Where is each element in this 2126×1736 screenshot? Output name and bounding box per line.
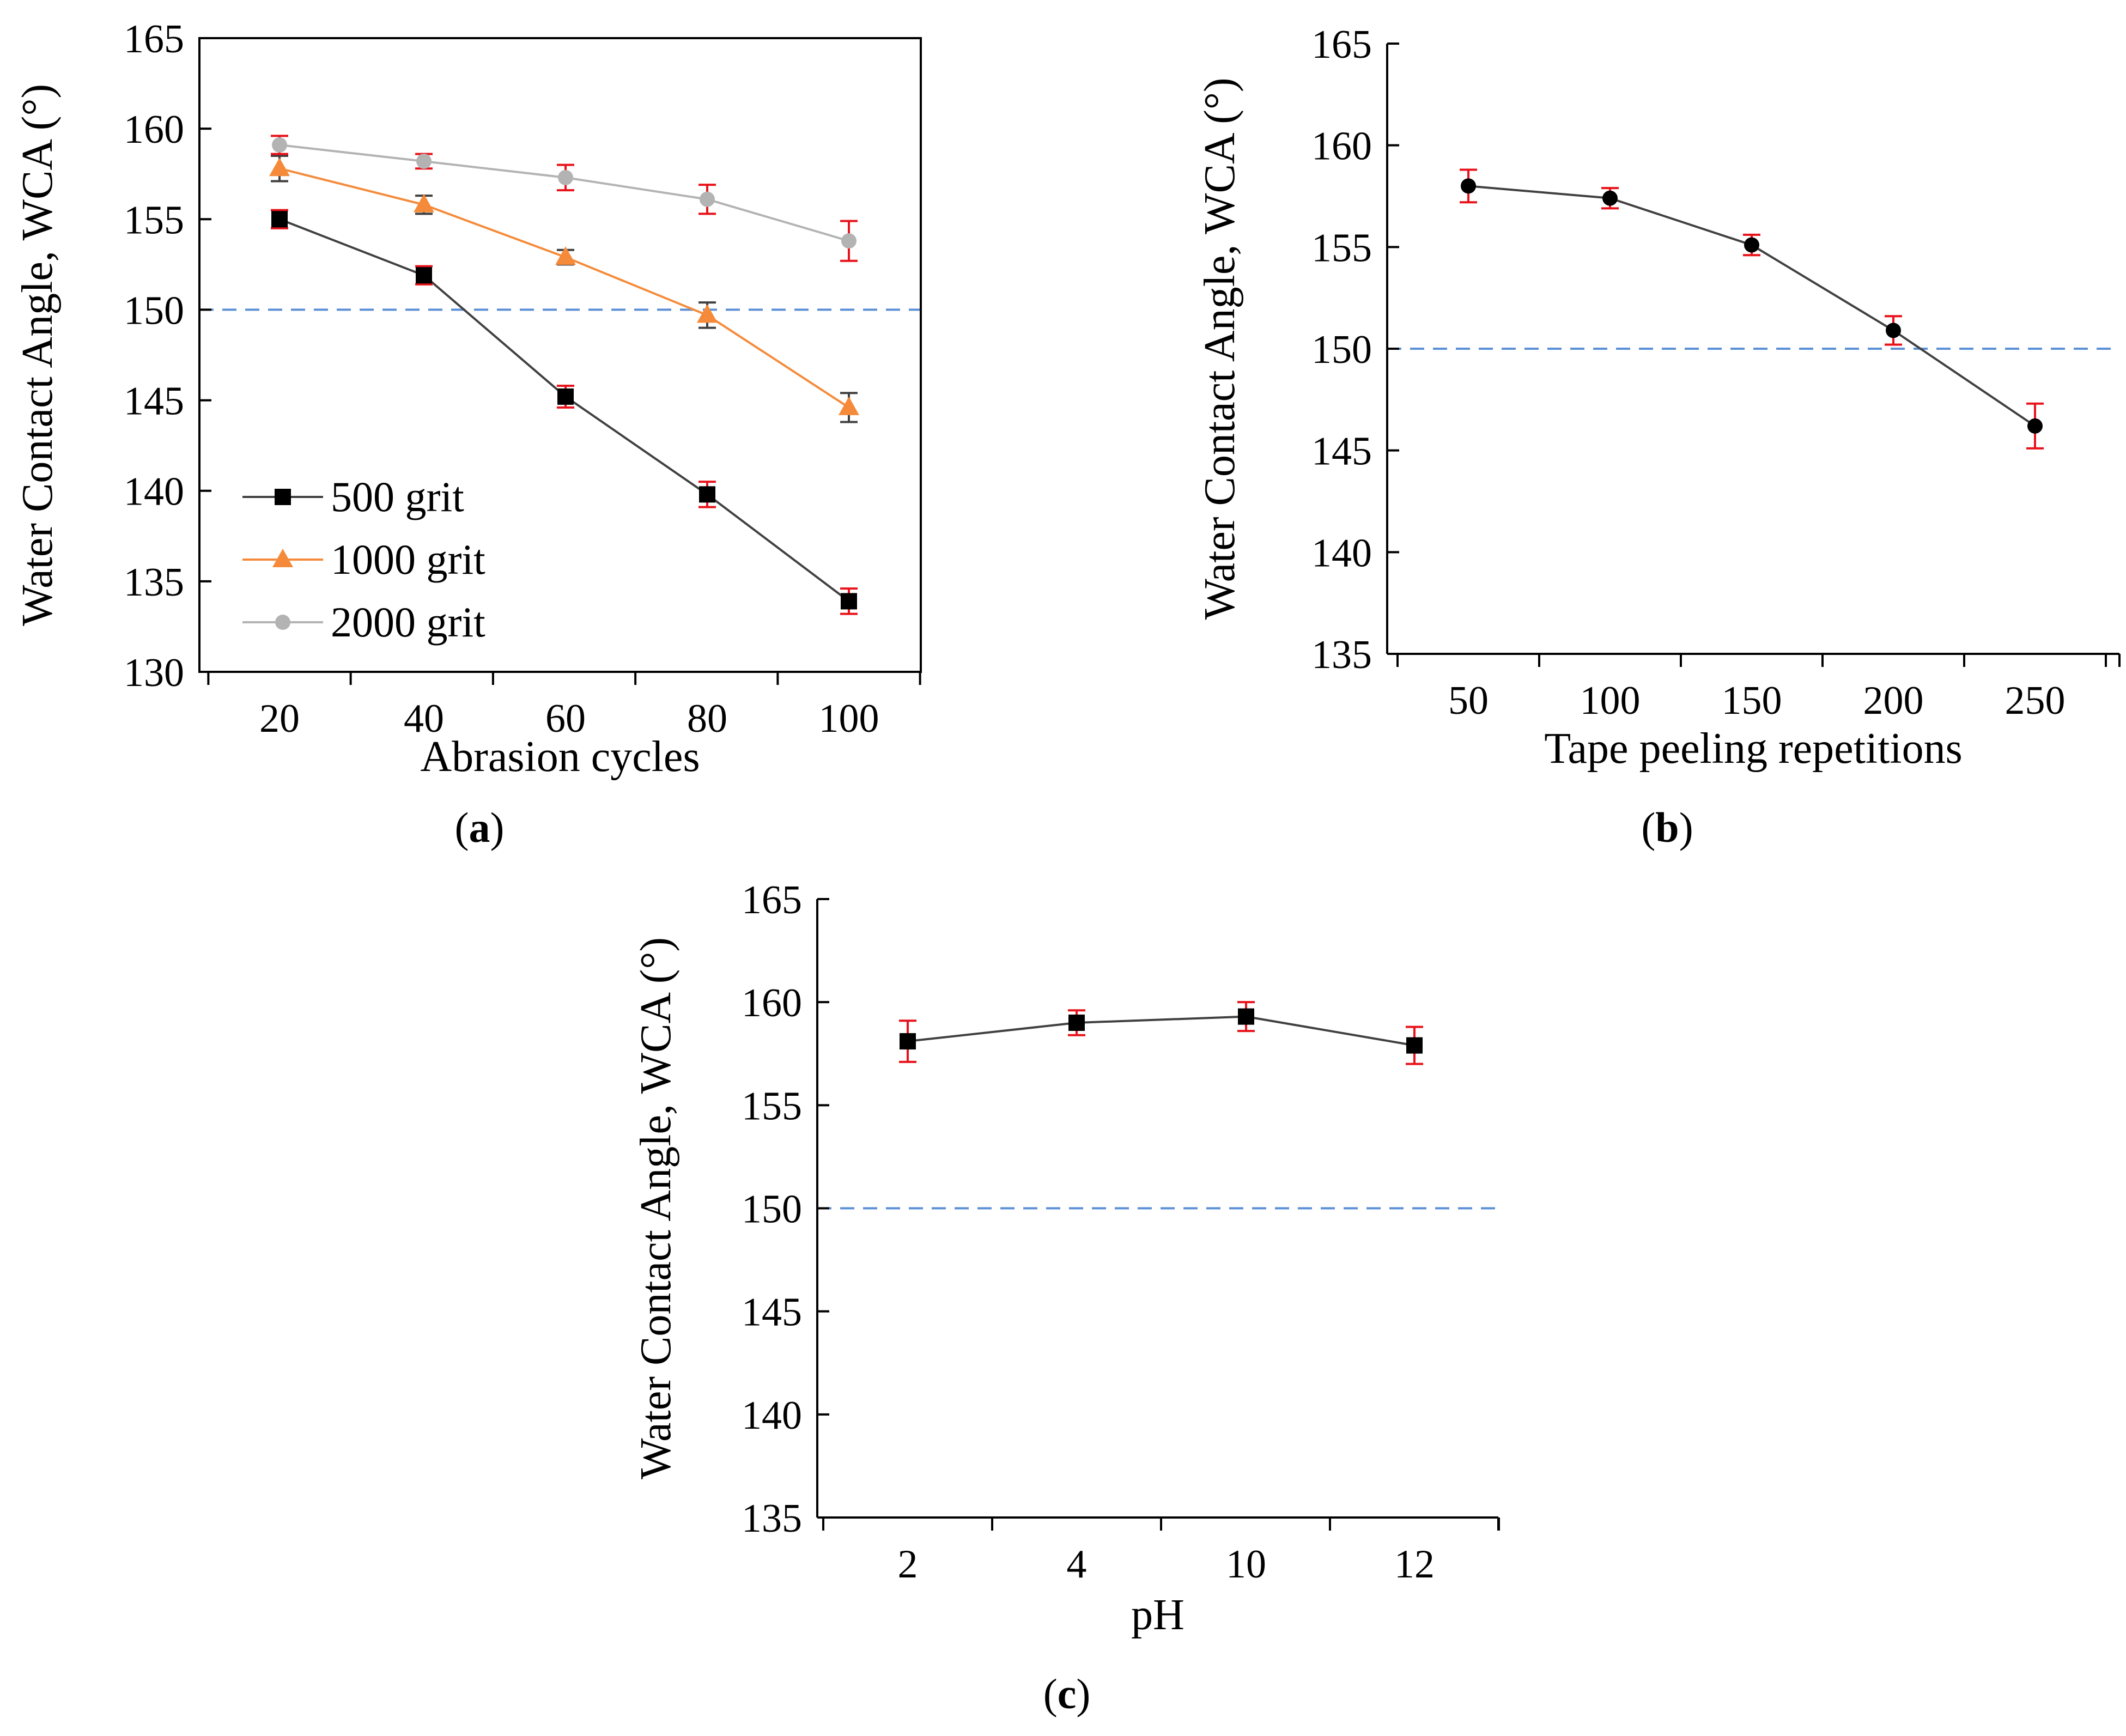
y-tick-label: 140 (742, 1393, 802, 1438)
x-tick-label: 100 (819, 696, 879, 741)
data-point-circle (272, 137, 287, 153)
x-tick-label: 100 (1580, 678, 1641, 723)
data-point-square (557, 388, 574, 405)
y-tick-label: 130 (124, 651, 184, 695)
series-0 (899, 1001, 1423, 1065)
y-tick-label: 160 (1311, 124, 1372, 169)
y-tick-label: 155 (1311, 226, 1372, 270)
legend-item: 500 grit (331, 473, 464, 520)
panel-label-paren: ( (1043, 1670, 1058, 1717)
x-tick-label: 250 (2005, 678, 2066, 723)
series-line (1468, 185, 2036, 427)
panel-label-paren: ) (490, 804, 505, 851)
data-point-triangle (272, 549, 293, 567)
data-point-square (900, 1033, 916, 1050)
panel-label-letter: c (1058, 1670, 1077, 1717)
x-tick-label: 200 (1863, 678, 1924, 723)
legend-item: 1000 grit (331, 536, 485, 583)
x-tick-label: 10 (1226, 1542, 1266, 1587)
data-point-square (1238, 1008, 1254, 1025)
data-point-circle (1744, 237, 1759, 253)
panel-label: (c) (1043, 1670, 1091, 1717)
series-0 (271, 209, 858, 615)
y-tick-label: 135 (1311, 633, 1372, 677)
data-point-square (1068, 1015, 1085, 1031)
data-point-square (275, 489, 291, 505)
data-point-triangle (555, 246, 576, 265)
series-line (279, 144, 849, 242)
y-tick-label: 165 (1311, 22, 1372, 67)
panel-label: (b) (1641, 804, 1693, 851)
x-axis-title: Abrasion cycles (420, 733, 700, 781)
y-tick-label: 160 (124, 107, 184, 152)
series-line (907, 1015, 1415, 1047)
y-tick-label: 150 (124, 288, 184, 333)
x-tick-label: 20 (259, 696, 300, 741)
panel-label-letter: b (1655, 804, 1679, 851)
data-point-circle (275, 615, 290, 630)
data-point-circle (1461, 178, 1476, 194)
panel-label-letter: a (469, 804, 490, 851)
data-point-square (699, 486, 715, 503)
y-tick-label: 165 (742, 878, 802, 922)
y-tick-label: 140 (124, 470, 184, 514)
x-tick-label: 50 (1448, 678, 1489, 723)
data-point-circle (558, 169, 573, 185)
y-tick-label: 135 (742, 1496, 802, 1541)
y-tick-label: 165 (124, 17, 184, 62)
data-point-square (841, 593, 857, 610)
data-point-square (271, 211, 288, 228)
chart-panel-a: 130 135 140 145 150 155 160 165 20 40 60 80 100 Abras… (14, 17, 922, 851)
y-axis-title: Water Contact Angle, WCA (°) (14, 84, 62, 626)
x-axis-title: pH (1131, 1591, 1185, 1639)
data-point-circle (1886, 323, 1901, 338)
y-tick-label: 145 (742, 1290, 802, 1335)
y-tick-label: 150 (1311, 327, 1372, 372)
data-point-triangle (839, 396, 859, 415)
x-axis-title: Tape peeling repetitions (1544, 725, 1962, 773)
series-1 (269, 154, 859, 423)
data-point-square (416, 267, 432, 284)
data-point-square (1406, 1037, 1423, 1054)
series-2 (271, 135, 858, 262)
y-axis-title: Water Contact Angle, WCA (°) (1196, 78, 1244, 620)
panel-label-paren: ) (1076, 1670, 1090, 1717)
x-tick-label: 40 (404, 696, 444, 741)
y-axis-title: Water Contact Angle, WCA (°) (632, 937, 680, 1479)
x-tick-label: 4 (1067, 1542, 1087, 1587)
y-tick-label: 135 (124, 560, 184, 605)
data-point-circle (700, 191, 715, 207)
data-point-triangle (697, 304, 718, 323)
y-tick-label: 160 (742, 981, 802, 1025)
data-point-circle (416, 153, 432, 169)
data-point-circle (841, 233, 857, 249)
data-point-triangle (269, 157, 290, 177)
data-point-circle (2027, 418, 2043, 434)
y-tick-label: 155 (742, 1084, 802, 1128)
panel-label: (a) (455, 804, 505, 851)
panel-label-paren: ( (1641, 804, 1655, 851)
plot-frame (198, 37, 922, 673)
series-0 (1460, 168, 2044, 450)
data-point-triangle (414, 193, 434, 213)
x-tick-label: 60 (545, 696, 586, 741)
data-point-circle (1602, 190, 1618, 206)
legend: 500 grit 1000 grit 2000 grit (242, 473, 485, 646)
y-tick-label: 145 (124, 379, 184, 424)
y-tick-label: 150 (742, 1187, 802, 1232)
x-tick-label: 150 (1722, 678, 1782, 723)
y-tick-label: 145 (1311, 429, 1372, 474)
x-tick-label: 2 (898, 1542, 918, 1587)
series-line (279, 167, 850, 409)
y-tick-label: 155 (124, 198, 184, 242)
legend-item: 2000 grit (331, 598, 485, 646)
panel-label-paren: ( (455, 804, 469, 851)
x-tick-label: 12 (1394, 1542, 1435, 1587)
chart-panel-c: 135 140 145 150 155 160 165 2 4 10 12 pH Water Conta… (632, 878, 1500, 1717)
x-tick-label: 80 (687, 696, 727, 741)
panel-label-paren: ) (1679, 804, 1693, 851)
y-tick-label: 140 (1311, 531, 1372, 575)
chart-panel-b: 135 140 145 150 155 160 165 50 100 150 200 250 Tape … (1196, 22, 2121, 851)
